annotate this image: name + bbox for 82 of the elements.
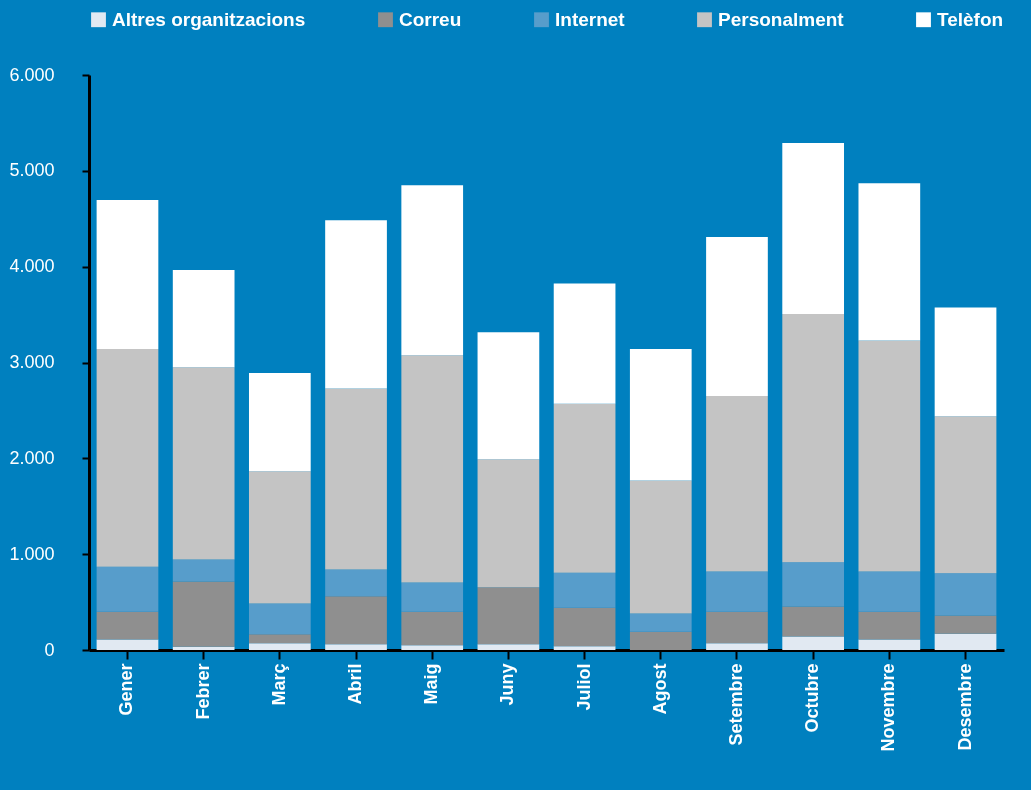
bar <box>96 200 159 350</box>
bar <box>401 611 464 646</box>
bar <box>782 606 845 637</box>
bar <box>782 636 845 650</box>
x-tick-label: Març <box>268 663 289 706</box>
bar <box>325 644 387 650</box>
bar <box>629 349 692 481</box>
bar <box>858 340 921 572</box>
y-tick-label: 6.000 <box>9 64 55 85</box>
bar <box>172 559 235 582</box>
bar <box>629 631 692 650</box>
bar <box>248 373 311 472</box>
x-tick-label: Maig <box>421 663 442 705</box>
bar <box>629 480 692 614</box>
bar <box>96 639 159 650</box>
bar <box>172 646 235 650</box>
bar <box>934 615 997 634</box>
bar <box>858 183 921 341</box>
bar <box>401 645 464 650</box>
bar <box>858 639 921 650</box>
bar <box>248 471 311 604</box>
bar <box>706 611 768 644</box>
y-tick-label: 0 <box>44 639 55 660</box>
bar <box>934 416 997 574</box>
bar <box>706 571 768 612</box>
bar <box>96 611 159 640</box>
bar <box>934 633 997 650</box>
bar <box>172 581 235 647</box>
bar <box>934 573 997 616</box>
y-tick-label: 5.000 <box>9 160 55 181</box>
bar <box>172 270 235 368</box>
bar <box>477 332 540 460</box>
x-tick-label: Juliol <box>573 663 594 711</box>
bar <box>553 572 616 608</box>
bar <box>706 396 768 572</box>
x-tick-label: Gener <box>116 663 137 716</box>
bar <box>172 367 235 560</box>
x-tick-label: Novembre <box>878 663 899 752</box>
y-tick-label: 1.000 <box>9 543 55 564</box>
bar <box>248 634 311 644</box>
bar <box>248 643 311 650</box>
legend-label: Internet <box>555 8 626 30</box>
bar <box>782 314 845 563</box>
bar <box>477 459 540 588</box>
bar <box>858 611 921 640</box>
bar <box>325 220 387 389</box>
bar <box>553 646 616 650</box>
bar <box>553 403 616 573</box>
bar <box>629 613 692 632</box>
y-tick-label: 4.000 <box>9 256 55 277</box>
bar <box>782 562 845 607</box>
y-tick-label: 2.000 <box>9 447 55 468</box>
bar <box>782 143 845 315</box>
y-tick-label: 3.000 <box>9 352 55 372</box>
bar <box>325 569 387 597</box>
bar <box>706 643 768 650</box>
bar <box>96 566 159 612</box>
x-tick-label: Desembre <box>954 663 975 751</box>
bar <box>401 185 464 356</box>
bar <box>706 236 768 397</box>
bar <box>325 596 387 645</box>
x-tick-label: Febrer <box>192 663 213 720</box>
x-tick-label: Abril <box>345 663 366 705</box>
bar <box>477 644 540 650</box>
x-tick-label: Octubre <box>802 663 823 733</box>
bar <box>477 587 540 645</box>
bar <box>553 607 616 647</box>
legend-label: Telèfon <box>937 8 1004 30</box>
bar <box>325 388 387 570</box>
bar <box>248 603 311 635</box>
legend-label: Correu <box>399 8 462 30</box>
bar <box>401 582 464 612</box>
x-tick-label: Juny <box>497 663 518 706</box>
bar <box>553 283 616 404</box>
bar <box>858 571 921 612</box>
bar <box>96 349 159 567</box>
x-tick-label: Setembre <box>725 663 746 746</box>
legend-label: Personalment <box>718 8 845 30</box>
legend-label: Altres organitzacions <box>112 8 306 30</box>
bar <box>401 355 464 583</box>
bar <box>934 307 997 417</box>
x-tick-label: Agost <box>649 663 670 715</box>
